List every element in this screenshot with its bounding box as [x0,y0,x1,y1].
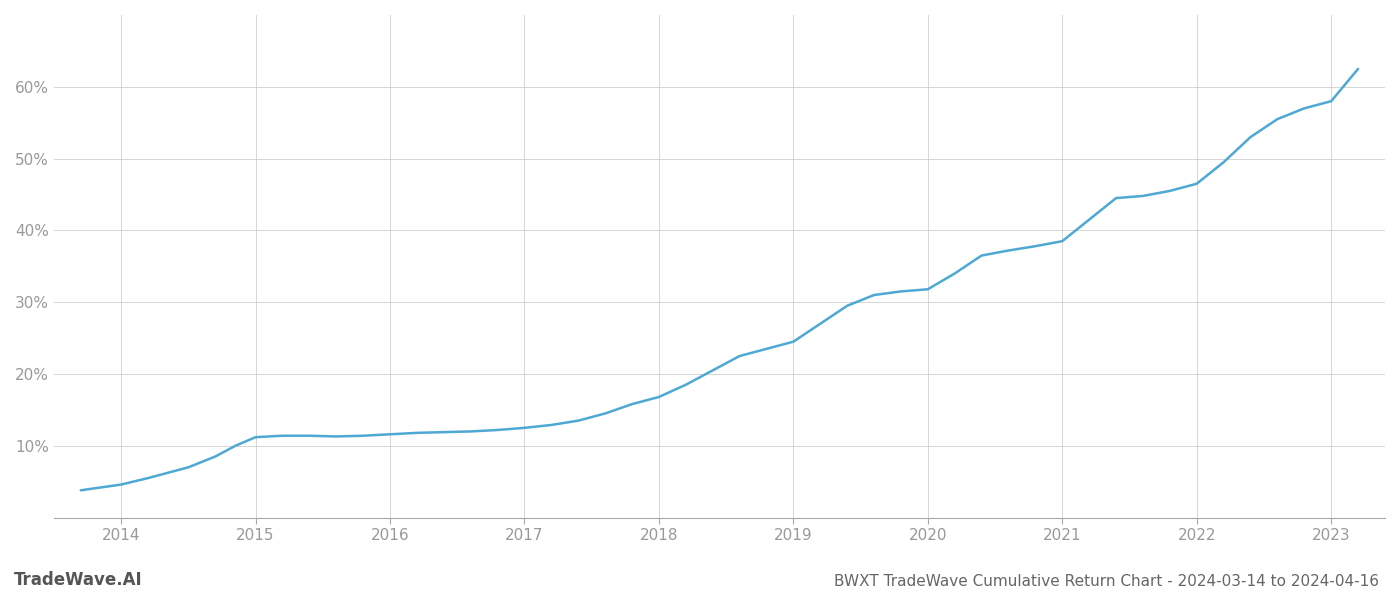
Text: BWXT TradeWave Cumulative Return Chart - 2024-03-14 to 2024-04-16: BWXT TradeWave Cumulative Return Chart -… [834,574,1379,589]
Text: TradeWave.AI: TradeWave.AI [14,571,143,589]
